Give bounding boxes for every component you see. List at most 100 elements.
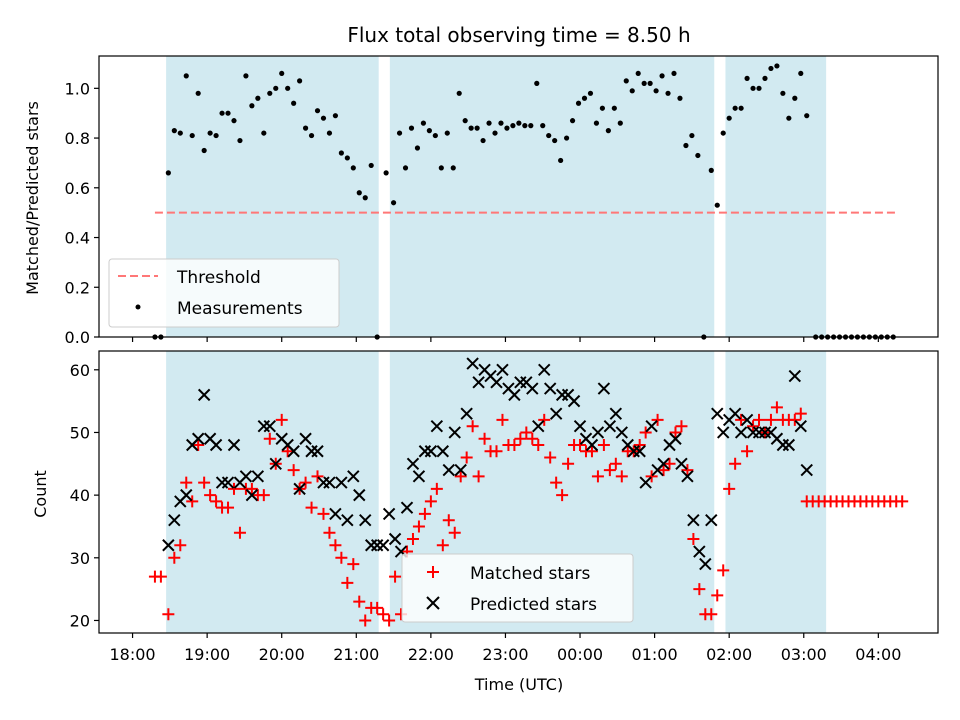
predicted-stars-point-33 — [353, 488, 366, 502]
measurements-point-22 — [279, 70, 285, 77]
measurements-point-78 — [617, 120, 623, 126]
matched-stars-point-13 — [222, 501, 235, 514]
predicted-stars-point-26 — [311, 445, 324, 458]
matched-stars-point-44 — [406, 533, 419, 545]
predicted-stars-point-41 — [400, 501, 414, 514]
measurements-point-66 — [546, 132, 552, 139]
matched-stars-point-29 — [317, 507, 330, 520]
measurements-point-5 — [177, 130, 183, 136]
x-tick-label: 01:00 — [632, 645, 678, 664]
measurements-point-107 — [792, 95, 798, 101]
matched-stars-point-72 — [574, 439, 587, 451]
legend-box — [108, 258, 340, 328]
matched-stars-point-51 — [448, 526, 461, 539]
shaded-interval-3 — [725, 56, 827, 337]
matched-stars-point-96 — [717, 564, 730, 577]
predicted-stars-point-34 — [359, 513, 372, 527]
measurements-point-8 — [195, 90, 201, 96]
predicted-stars-point-39 — [388, 532, 402, 546]
predicted-stars-point-62 — [526, 382, 539, 395]
predicted-stars-point-106 — [788, 369, 802, 383]
predicted-stars-point-97 — [734, 426, 748, 439]
matched-stars-point-52 — [454, 470, 467, 483]
plot-frame — [98, 350, 939, 634]
measurements-point-81 — [635, 70, 641, 77]
matched-stars-point-9 — [198, 476, 211, 489]
matched-stars-point-126 — [896, 495, 909, 508]
measurements-point-62 — [522, 123, 528, 129]
predicted-stars-point-65 — [543, 382, 557, 395]
matched-stars-point-23 — [281, 445, 294, 458]
matched-stars-point-4 — [168, 551, 181, 564]
predicted-stars-point-56 — [490, 376, 503, 389]
predicted-stars-point-12 — [227, 438, 241, 452]
measurements-point-71 — [575, 100, 582, 106]
measurements-point-84 — [653, 88, 659, 94]
matched-stars-point-49 — [436, 539, 449, 552]
measurements-point-70 — [569, 118, 576, 124]
legend-matched-label: Matched stars — [470, 564, 590, 584]
matched-stars-point-24 — [287, 464, 300, 477]
x-tick-label: 04:00 — [855, 645, 901, 664]
matched-stars-point-105 — [770, 401, 783, 414]
measurements-point-93 — [708, 167, 714, 173]
predicted-stars-point-23 — [293, 482, 306, 496]
count-points — [148, 357, 909, 627]
measurements-point-55 — [480, 137, 486, 144]
shaded-interval-3 — [725, 351, 827, 633]
legend-predicted-swatch — [426, 596, 440, 610]
predicted-stars-point-9 — [209, 438, 223, 452]
measurements-point-80 — [629, 88, 635, 94]
measurements-point-42 — [402, 165, 409, 171]
matched-stars-point-39 — [377, 608, 390, 621]
measurements-point-45 — [420, 120, 427, 126]
measurements-point-72 — [581, 95, 588, 101]
measurements-point-39 — [383, 170, 389, 176]
measurements-point-101 — [756, 85, 762, 91]
predicted-stars-point-64 — [538, 363, 551, 377]
measurements-point-34 — [350, 165, 356, 171]
matched-stars-point-89 — [675, 420, 688, 433]
measurements-point-23 — [285, 85, 291, 91]
predicted-stars-point-51 — [460, 407, 473, 420]
predicted-stars-point-98 — [740, 413, 754, 427]
predicted-stars-point-2 — [168, 513, 181, 527]
matched-stars-point-95 — [711, 589, 724, 602]
x-tick-label: 03:00 — [781, 645, 827, 664]
measurements-point-57 — [492, 130, 498, 136]
x-tick-label: 20:00 — [259, 645, 305, 664]
predicted-stars-point-96 — [728, 407, 742, 420]
measurements-point-54 — [474, 125, 480, 131]
predicted-stars-point-22 — [287, 445, 300, 458]
matched-stars-point-87 — [663, 457, 676, 470]
measurements-point-82 — [641, 80, 647, 86]
predicted-stars-point-81 — [639, 476, 652, 489]
measurements-point-97 — [732, 105, 738, 111]
predicted-stars-point-89 — [687, 513, 700, 527]
matched-stars-point-11 — [210, 495, 223, 508]
predicted-stars-point-53 — [472, 376, 485, 389]
matched-stars-point-109 — [794, 407, 807, 420]
matched-stars-point-64 — [526, 432, 539, 445]
matched-stars-point-15 — [233, 526, 246, 539]
matched-stars-point-62 — [514, 432, 527, 445]
matched-stars-point-66 — [538, 413, 551, 426]
predicted-stars-point-73 — [591, 426, 605, 439]
predicted-stars-point-4 — [180, 488, 193, 502]
measurements-point-91 — [695, 152, 701, 159]
matched-stars-point-32 — [335, 551, 348, 564]
legend-matched-swatch — [427, 566, 439, 578]
measurements-point-10 — [207, 130, 213, 136]
legend-measurements-swatch — [135, 304, 141, 310]
measurements-point-6 — [183, 73, 189, 79]
predicted-stars-point-57 — [496, 363, 509, 377]
x-tick-label: 02:00 — [706, 645, 752, 664]
predicted-stars-point-72 — [585, 438, 599, 452]
x-axis-label: Time (UTC) — [474, 675, 563, 694]
measurements-point-73 — [587, 90, 594, 96]
predicted-stars-point-92 — [705, 513, 718, 527]
matched-stars-point-53 — [460, 451, 473, 464]
measurements-point-17 — [249, 103, 255, 109]
measurements-point-94 — [714, 202, 720, 208]
